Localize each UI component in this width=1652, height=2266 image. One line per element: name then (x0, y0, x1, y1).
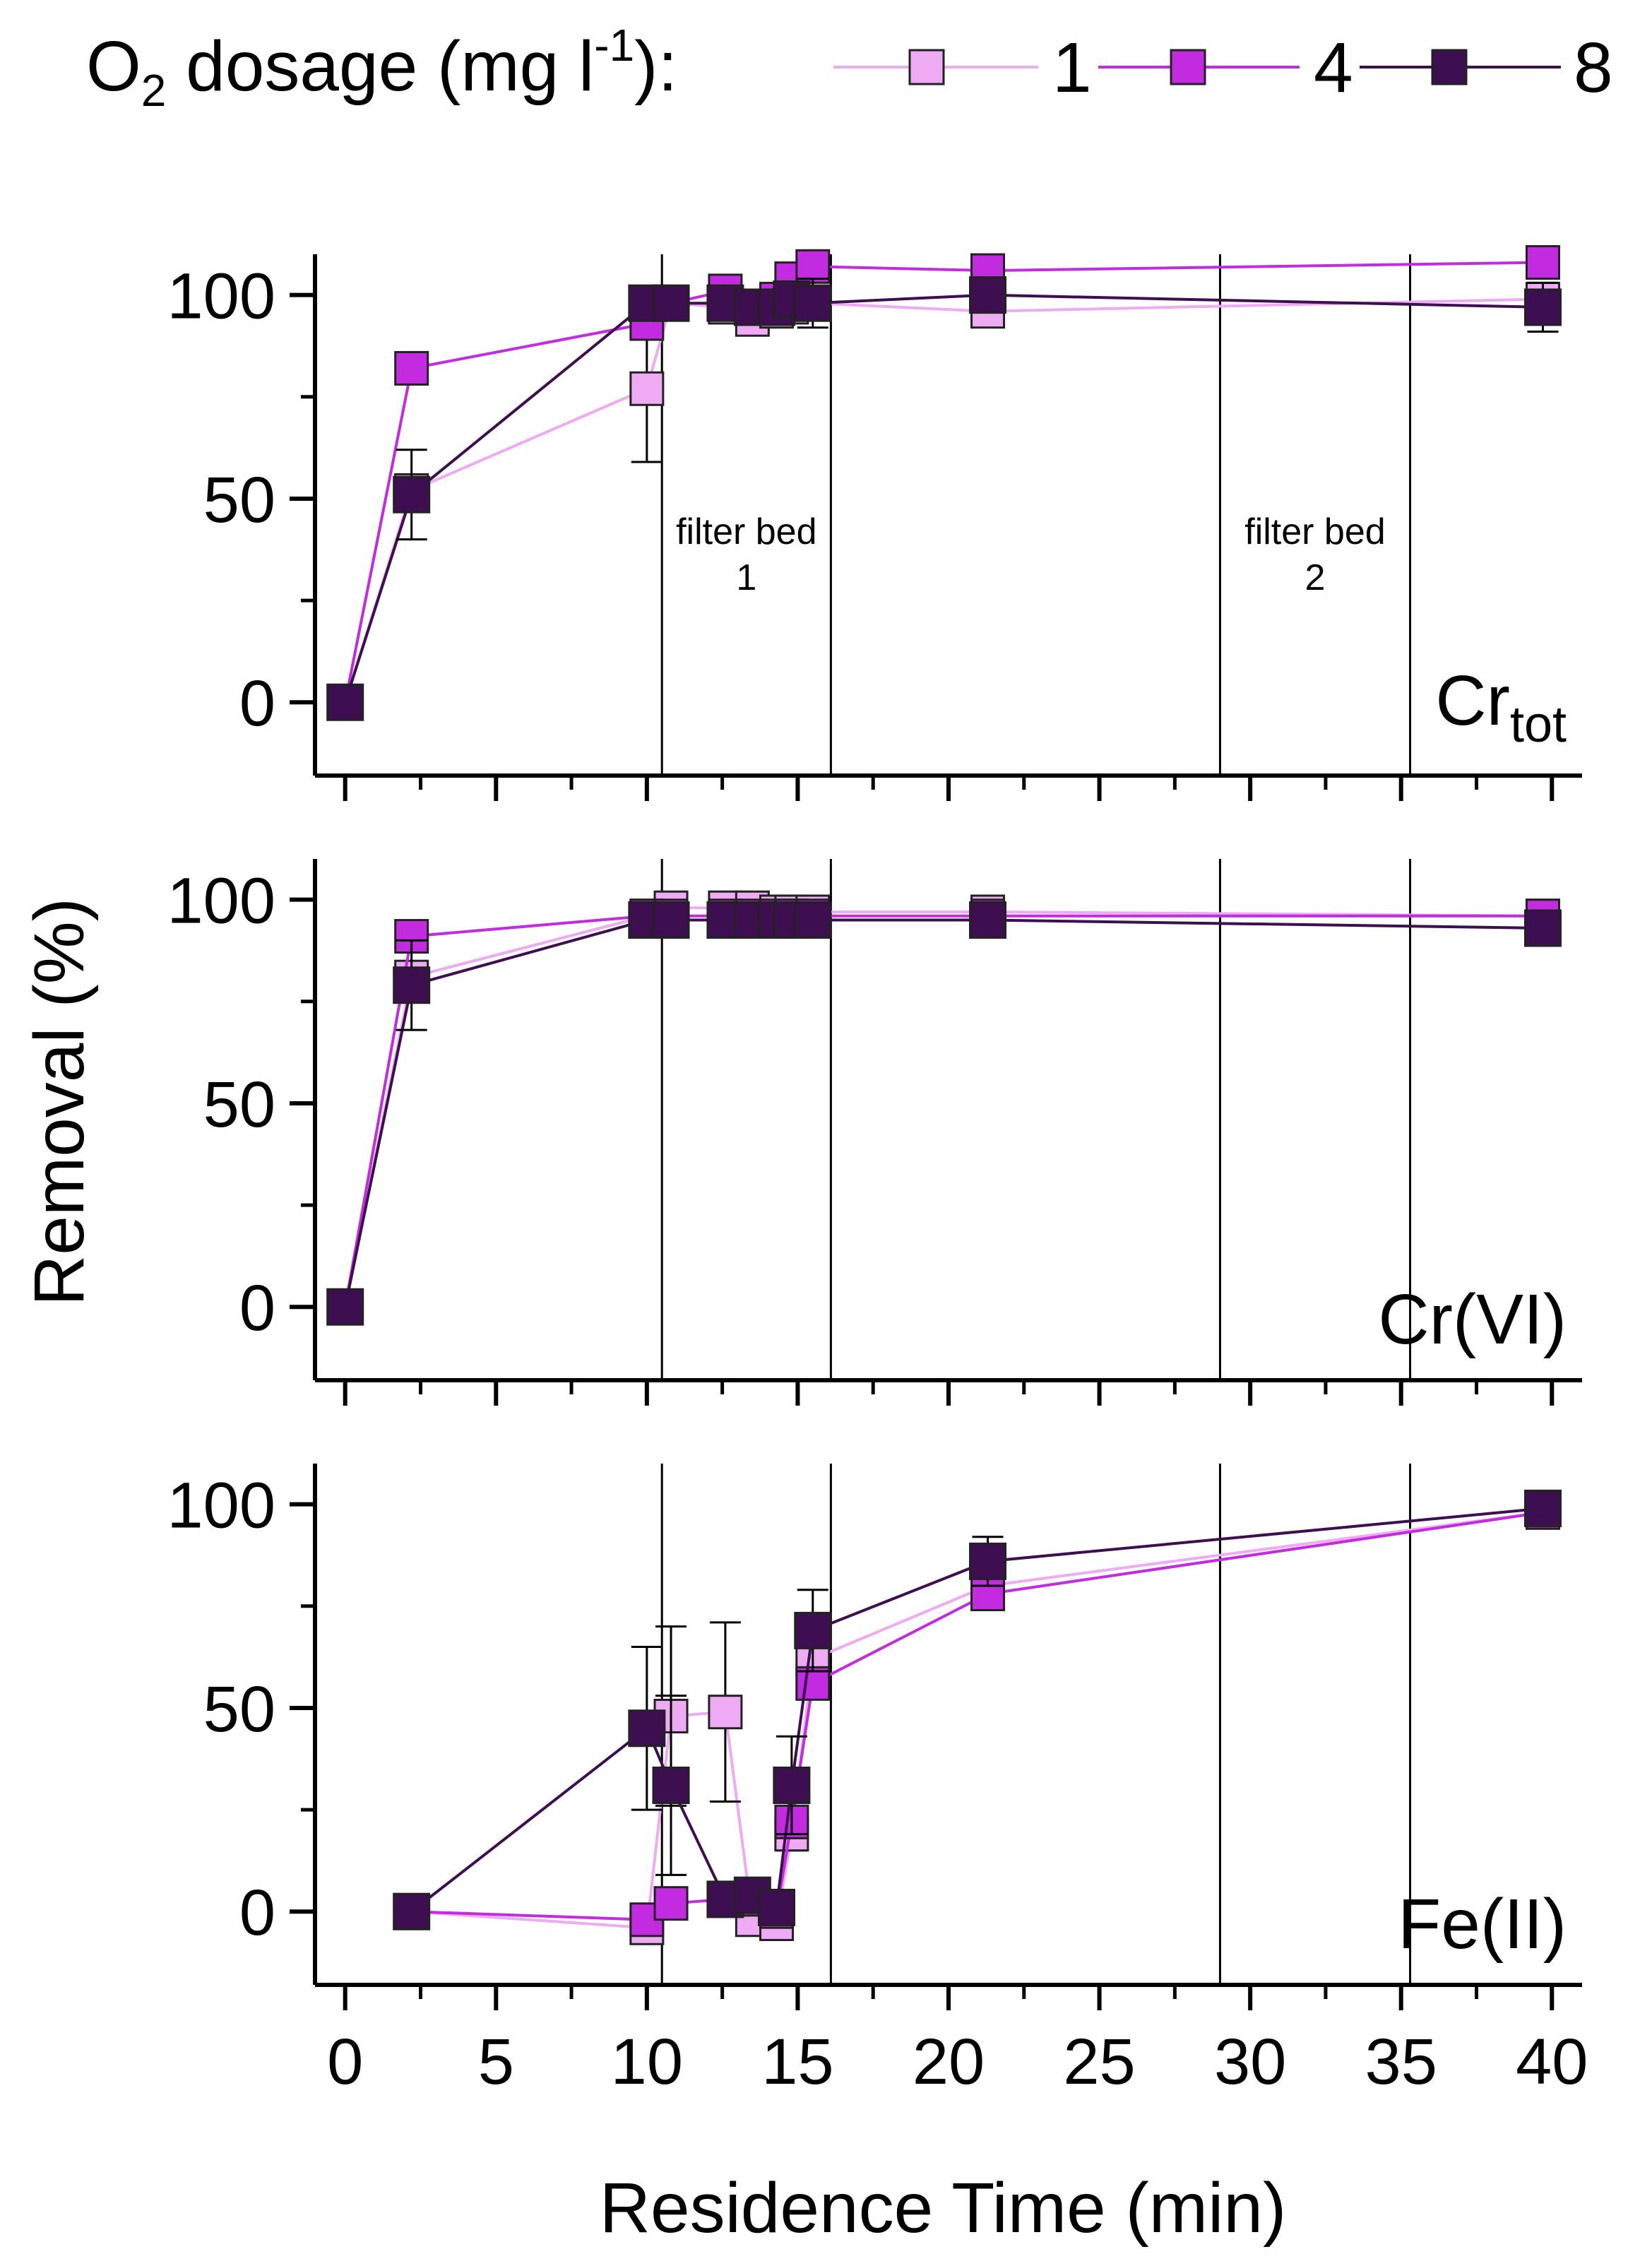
data-point (758, 1888, 796, 1926)
data-point (795, 1666, 831, 1701)
data-point (394, 350, 429, 386)
series-8 (393, 1489, 1562, 1930)
data-point (1523, 288, 1562, 326)
panel-label: Crtot (1435, 661, 1567, 753)
data-point (652, 1766, 690, 1804)
legend-title-mid: dosage (mg l (166, 27, 594, 106)
data-point (708, 1695, 743, 1730)
filter-bed-2-label: filter bed (1244, 511, 1385, 552)
data-point (1523, 1489, 1562, 1527)
data-point (326, 683, 364, 721)
x-tick-label: 0 (327, 2026, 363, 2098)
y-axis-title: Removal (%) (20, 898, 99, 1306)
series-4-line (343, 914, 1543, 1307)
series-4 (328, 245, 1560, 720)
legend-item-8: 8 (1360, 28, 1613, 107)
data-point (794, 284, 832, 322)
series-8 (326, 901, 1562, 1326)
y-tick-label: 100 (167, 865, 276, 937)
data-point (628, 1709, 666, 1748)
panel-3: 0 50 100 0 5 10 15 20 25 30 35 40 Fe(II) (167, 1464, 1588, 2098)
data-point (969, 1542, 1007, 1580)
panel-label-sub: tot (1510, 696, 1567, 753)
series-4-line (343, 261, 1543, 703)
panel-2: 0 50 100 Cr(VI) (167, 859, 1582, 1406)
y-tick-label: 0 (239, 1877, 275, 1949)
legend-title-suffix: ): (634, 27, 677, 106)
legend: O2 dosage (mg l-1): 1 4 8 (86, 20, 1613, 116)
data-point (969, 276, 1007, 314)
legend-items: 1 4 8 (833, 28, 1613, 107)
series-8 (326, 276, 1562, 721)
data-point (629, 371, 665, 406)
data-point (1523, 909, 1562, 947)
panel-label: Cr(VI) (1378, 1280, 1567, 1359)
y-tick-label: 50 (203, 1069, 275, 1141)
x-axis-title: Residence Time (min) (600, 2169, 1287, 2248)
panel-label: Fe(II) (1398, 1885, 1567, 1964)
data-point (794, 1611, 832, 1649)
filter-bed-2-number: 2 (1305, 557, 1326, 598)
legend-swatch-marker (1170, 49, 1206, 85)
legend-swatch-marker (908, 49, 945, 85)
data-point (393, 1892, 431, 1930)
legend-item-4: 4 (1098, 28, 1353, 107)
data-point (393, 475, 431, 514)
legend-title-prefix: O (86, 27, 141, 106)
y-tick-label: 0 (239, 668, 275, 740)
legend-label: 8 (1574, 28, 1613, 107)
series-8-line (343, 293, 1543, 703)
legend-label: 1 (1052, 28, 1092, 107)
x-tick-label: 20 (913, 2026, 985, 2098)
data-point (1525, 245, 1560, 280)
x-tick-label: 5 (478, 2026, 514, 2098)
series-1-line (343, 906, 1543, 1307)
series-1-line (343, 297, 1543, 703)
legend-title-sub: 2 (141, 65, 167, 116)
x-tick-label: 25 (1063, 2026, 1135, 2098)
legend-title-sup: -1 (594, 20, 634, 71)
x-tick-label: 15 (761, 2026, 833, 2098)
data-point (326, 1288, 364, 1326)
filter-bed-1-label: filter bed (676, 511, 816, 552)
legend-swatch-marker (1431, 49, 1468, 85)
data-point (393, 966, 431, 1004)
legend-label: 4 (1314, 28, 1353, 107)
data-point (653, 1886, 689, 1921)
data-point (652, 284, 690, 322)
data-point (773, 1766, 811, 1804)
x-tick-label: 35 (1365, 2026, 1437, 2098)
panel-label-main: Cr(VI) (1378, 1280, 1567, 1359)
series-4 (328, 898, 1560, 1324)
legend-item-1: 1 (833, 28, 1092, 107)
panel-label-main: Cr (1435, 661, 1510, 740)
data-point (969, 901, 1007, 939)
y-tick-label: 100 (167, 261, 276, 333)
y-tick-label: 50 (203, 464, 275, 536)
panel-1: 0 50 100 Crtot filter bed 1 filter bed 2 (167, 245, 1582, 801)
legend-title: O2 dosage (mg l-1): (86, 20, 677, 116)
y-tick-label: 100 (167, 1470, 276, 1542)
series-8-line (343, 918, 1543, 1307)
panel-label-main: Fe(II) (1398, 1885, 1567, 1964)
y-tick-label: 50 (203, 1673, 275, 1745)
filter-bed-1-number: 1 (736, 557, 756, 598)
y-tick-label: 0 (239, 1272, 275, 1344)
x-tick-label: 10 (611, 2026, 683, 2098)
x-tick-label: 30 (1214, 2026, 1286, 2098)
x-tick-label: 40 (1516, 2026, 1588, 2098)
data-point (794, 901, 832, 939)
data-point (652, 901, 690, 939)
